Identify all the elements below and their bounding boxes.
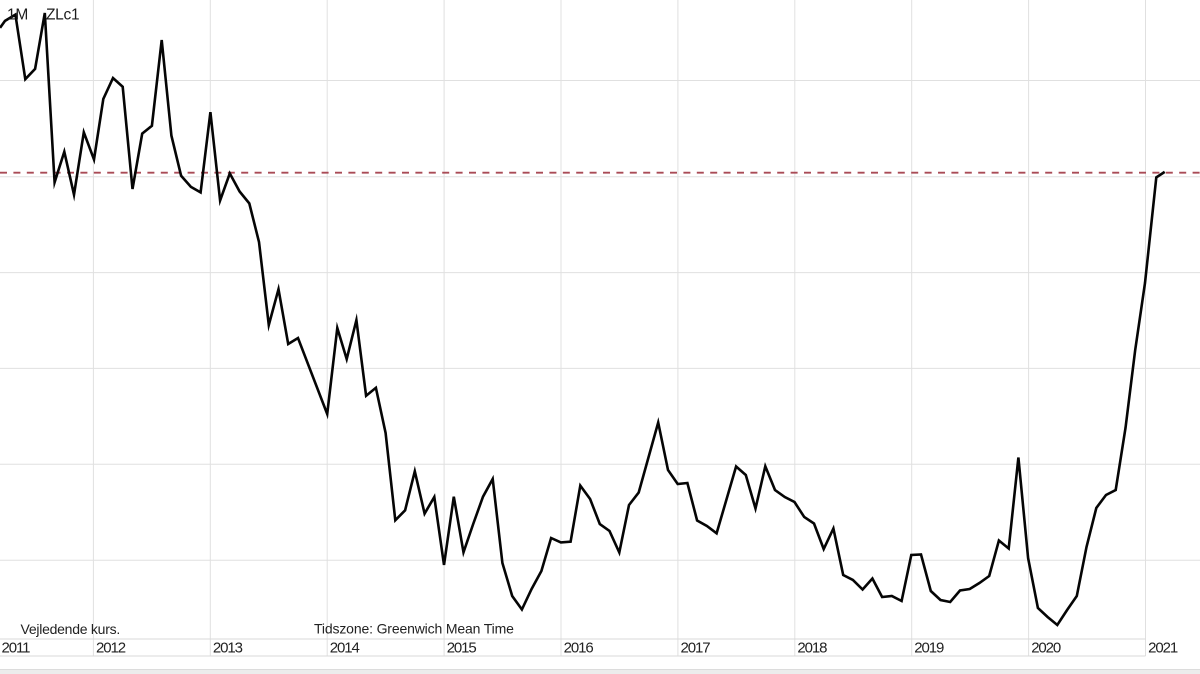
svg-text:2015: 2015 bbox=[447, 640, 477, 657]
svg-text:Tidszone: Greenwich Mean Time: Tidszone: Greenwich Mean Time bbox=[314, 621, 514, 637]
svg-text:2014: 2014 bbox=[330, 640, 360, 657]
svg-text:2012: 2012 bbox=[96, 640, 126, 657]
svg-text:2020: 2020 bbox=[1031, 640, 1061, 657]
svg-text:1M: 1M bbox=[7, 6, 28, 23]
svg-text:2021: 2021 bbox=[1148, 640, 1178, 657]
svg-text:2019: 2019 bbox=[914, 640, 944, 657]
svg-text:2017: 2017 bbox=[681, 640, 711, 657]
svg-text:2011: 2011 bbox=[2, 640, 31, 657]
svg-text:ZLc1: ZLc1 bbox=[46, 6, 79, 23]
svg-text:Vejledende kurs.: Vejledende kurs. bbox=[21, 621, 121, 637]
svg-text:2018: 2018 bbox=[797, 640, 827, 657]
svg-text:2016: 2016 bbox=[564, 640, 594, 657]
svg-text:2013: 2013 bbox=[213, 640, 243, 657]
